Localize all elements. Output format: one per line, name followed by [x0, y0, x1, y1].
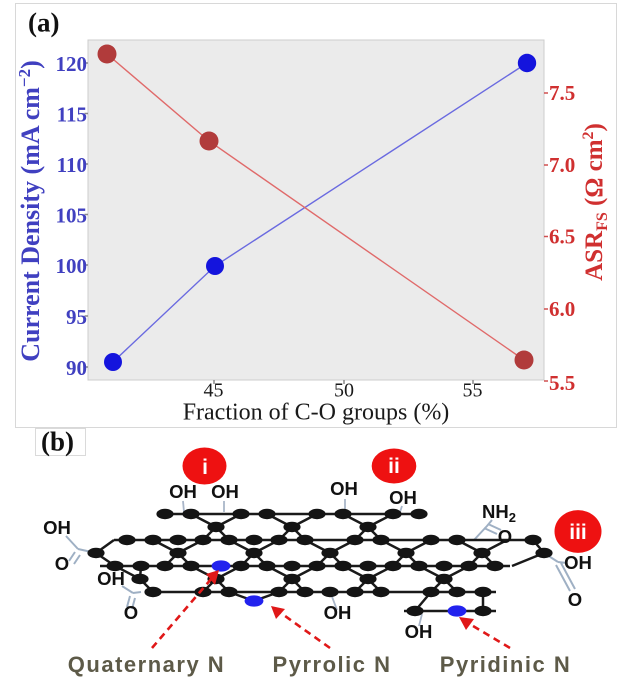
svg-text:120: 120	[56, 52, 88, 76]
svg-text:5.5: 5.5	[549, 371, 575, 395]
svg-text:O: O	[55, 553, 69, 574]
svg-text:Fraction of C-O groups (%): Fraction of C-O groups (%)	[183, 400, 450, 426]
svg-text:OH: OH	[43, 517, 71, 538]
svg-text:ASRFS (Ω cm2): ASRFS (Ω cm2)	[580, 123, 611, 281]
svg-text:95: 95	[66, 305, 87, 329]
svg-text:OH: OH	[564, 552, 592, 573]
svg-text:Current Density (mA cm−2): Current Density (mA cm−2)	[15, 60, 45, 362]
svg-text:O: O	[124, 602, 138, 623]
svg-text:OH: OH	[324, 602, 352, 623]
svg-text:6.0: 6.0	[549, 297, 575, 321]
svg-text:O: O	[498, 526, 512, 547]
svg-text:Quaternary N: Quaternary N	[68, 652, 225, 677]
svg-text:Pyrrolic N: Pyrrolic N	[273, 652, 392, 677]
svg-text:OH: OH	[211, 481, 239, 502]
svg-text:105: 105	[56, 204, 88, 228]
svg-text:6.5: 6.5	[549, 225, 575, 249]
svg-text:OH: OH	[405, 621, 433, 642]
svg-text:Pyridinic N: Pyridinic N	[440, 652, 571, 677]
svg-text:50: 50	[334, 380, 354, 402]
svg-text:115: 115	[57, 103, 87, 127]
svg-text:ii: ii	[388, 455, 400, 478]
svg-text:NH2: NH2	[482, 501, 516, 525]
svg-text:7.0: 7.0	[549, 153, 575, 177]
svg-text:i: i	[202, 456, 208, 479]
svg-text:O: O	[568, 589, 582, 610]
svg-text:45: 45	[204, 380, 224, 402]
svg-text:90: 90	[66, 356, 87, 380]
svg-text:(a): (a)	[28, 8, 59, 38]
svg-text:55: 55	[463, 380, 483, 402]
svg-text:OH: OH	[389, 487, 417, 508]
svg-text:iii: iii	[569, 521, 587, 544]
svg-text:110: 110	[57, 153, 87, 177]
svg-text:OH: OH	[97, 568, 125, 589]
svg-text:(b): (b)	[41, 427, 74, 457]
svg-text:OH: OH	[330, 478, 358, 499]
svg-text:100: 100	[56, 254, 88, 278]
svg-text:7.5: 7.5	[549, 81, 575, 105]
svg-text:OH: OH	[169, 481, 197, 502]
